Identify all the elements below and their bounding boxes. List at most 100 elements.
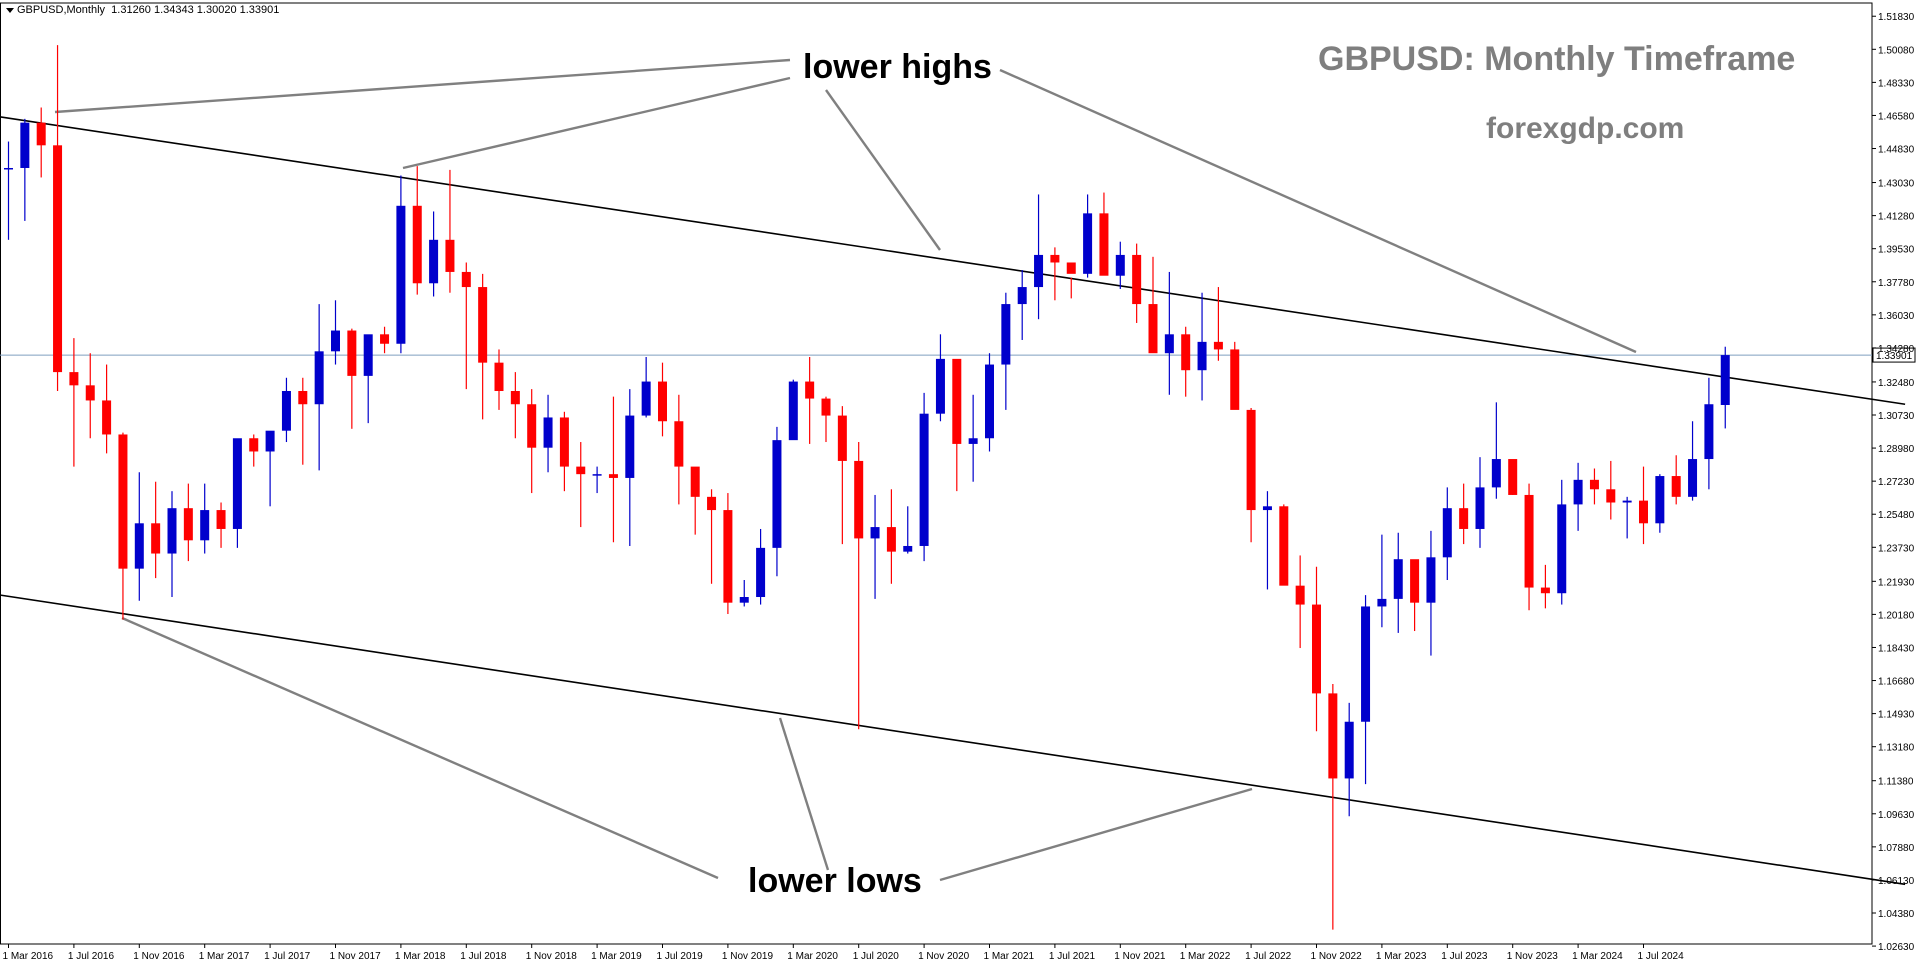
candle — [314, 304, 324, 471]
candle-body — [1655, 476, 1665, 524]
candle — [1671, 455, 1681, 505]
candle-body — [1050, 254, 1060, 263]
candle-body — [1704, 404, 1714, 460]
candle — [1655, 474, 1665, 533]
candle-body — [952, 358, 962, 444]
candle — [1066, 262, 1076, 299]
candle — [608, 396, 618, 543]
x-tick-label: 1 Mar 2016 — [3, 951, 54, 962]
candle — [510, 372, 520, 439]
site-watermark: forexgdp.com — [1486, 112, 1685, 145]
candle — [576, 442, 586, 528]
candle — [151, 481, 161, 579]
y-tick-label: 1.36030 — [1878, 311, 1915, 322]
candle-body — [739, 597, 749, 603]
y-tick-label: 1.02630 — [1878, 942, 1915, 953]
candle-body — [805, 381, 815, 399]
candle-body — [1344, 721, 1354, 779]
candle-body — [985, 364, 994, 439]
y-tick-label: 1.34280 — [1878, 344, 1915, 355]
candle-body — [1099, 213, 1109, 276]
candle — [1017, 270, 1027, 340]
candle-body — [347, 330, 357, 376]
x-tick-label: 1 Nov 2023 — [1507, 951, 1559, 962]
price-axis[interactable]: 1.51830 1.50080 1.48330 1.46580 1.44830 1.430… — [1872, 12, 1915, 953]
candle-body — [134, 523, 144, 569]
candle — [1410, 559, 1420, 632]
candle-body — [576, 466, 586, 475]
candle — [1230, 341, 1240, 410]
time-axis[interactable]: 1 Mar 2016 1 Jul 2016 1 Nov 2016 1 Mar 2017… — [3, 944, 1685, 962]
candle — [200, 483, 210, 554]
candle — [1442, 487, 1452, 580]
candle-body — [478, 287, 488, 363]
candle-body — [118, 434, 128, 569]
candle — [886, 489, 896, 584]
y-tick-label: 1.21930 — [1878, 577, 1915, 588]
candle-body — [1720, 355, 1730, 405]
candle — [543, 394, 553, 473]
candle-body — [69, 372, 79, 386]
y-tick-label: 1.09630 — [1878, 810, 1915, 821]
pointer-line — [402, 76, 791, 170]
candle-body — [1066, 262, 1076, 274]
x-tick-label: 1 Jul 2016 — [68, 951, 115, 962]
candle-body — [232, 438, 242, 529]
y-tick-label: 1.28980 — [1878, 444, 1915, 455]
trendlines — [0, 116, 1906, 886]
candle — [559, 411, 569, 492]
candle — [527, 389, 537, 494]
candle-body — [1132, 254, 1142, 305]
candle — [347, 328, 357, 429]
candle — [461, 262, 471, 390]
y-tick-label: 1.51830 — [1878, 12, 1915, 23]
candle — [592, 466, 602, 494]
y-tick-label: 1.06130 — [1878, 876, 1915, 887]
candle-body — [837, 415, 847, 461]
candle-body — [1017, 287, 1027, 305]
candle-body — [1508, 459, 1518, 495]
candle — [1639, 466, 1648, 545]
candle — [1622, 496, 1632, 539]
candle-body — [821, 398, 831, 416]
candle-body — [216, 510, 226, 529]
y-tick-label: 1.27230 — [1878, 477, 1915, 488]
x-tick-label: 1 Mar 2021 — [984, 951, 1035, 962]
candle-body — [314, 351, 324, 405]
candle-body — [527, 404, 537, 448]
candle — [1001, 292, 1011, 410]
candle-body — [1181, 334, 1191, 371]
candle — [854, 442, 864, 730]
candle-body — [1459, 508, 1469, 529]
chart-title: GBPUSD: Monthly Timeframe — [1318, 40, 1796, 78]
candle-body — [396, 205, 406, 344]
candle — [935, 334, 945, 422]
candle — [249, 434, 259, 467]
candle — [1181, 326, 1191, 397]
candle — [494, 349, 504, 410]
candle-body — [36, 122, 46, 146]
candle-body — [674, 421, 684, 467]
y-tick-label: 1.41280 — [1878, 212, 1915, 223]
x-tick-label: 1 Jul 2024 — [1638, 951, 1685, 962]
candle — [118, 432, 128, 620]
candle-body — [1557, 504, 1567, 594]
candle-body — [1001, 304, 1011, 365]
x-tick-label: 1 Mar 2022 — [1180, 951, 1231, 962]
candle — [1540, 564, 1550, 609]
candle — [723, 493, 733, 615]
candle-body — [1524, 494, 1534, 588]
candle-body — [1295, 585, 1305, 605]
candle-body — [445, 239, 455, 272]
x-tick-label: 1 Jul 2023 — [1441, 951, 1488, 962]
candle-body — [592, 474, 602, 476]
candle — [1213, 287, 1223, 361]
dropdown-arrow-icon[interactable] — [6, 7, 14, 13]
candle-body — [1328, 693, 1338, 779]
candle — [134, 472, 144, 601]
candle — [396, 175, 406, 354]
current-price-line: 1.33901 — [0, 347, 1916, 363]
candle — [1328, 683, 1338, 930]
